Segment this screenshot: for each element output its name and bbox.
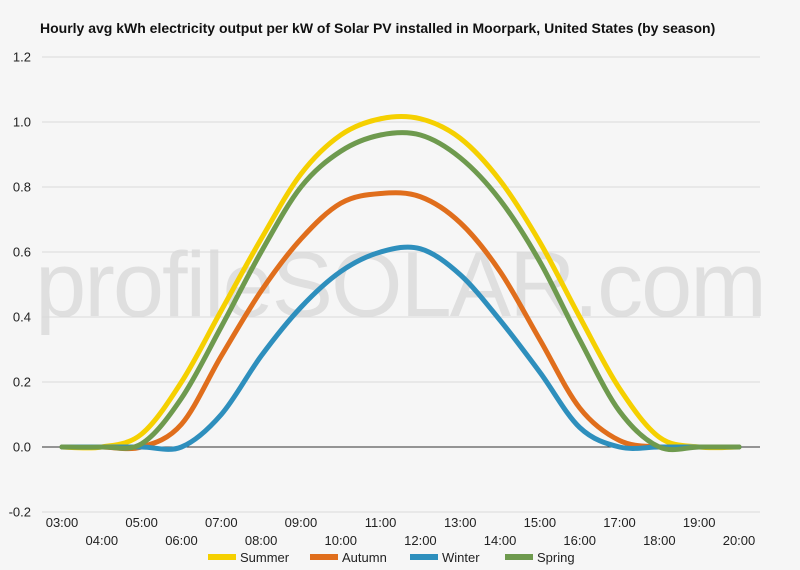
y-tick-label: 1.0 bbox=[13, 115, 31, 130]
x-tick-label: 18:00 bbox=[643, 533, 676, 548]
chart-title: Hourly avg kWh electricity output per kW… bbox=[40, 20, 715, 36]
legend[interactable]: Summer Autumn Winter Spring bbox=[208, 550, 575, 565]
legend-swatch bbox=[410, 554, 438, 560]
legend-item-autumn[interactable]: Autumn bbox=[310, 550, 387, 565]
x-tick-label: 20:00 bbox=[723, 533, 756, 548]
x-tick-label: 17:00 bbox=[603, 515, 636, 530]
x-tick-label: 08:00 bbox=[245, 533, 278, 548]
x-tick-label: 16:00 bbox=[563, 533, 596, 548]
y-tick-label: 0.8 bbox=[13, 180, 31, 195]
series-line-summer bbox=[59, 114, 742, 451]
x-axis: 03:00 04:00 05:00 06:00 07:00 08:00 09:00 10:00… bbox=[46, 515, 756, 548]
series-line-autumn bbox=[59, 190, 742, 452]
y-tick-label: 0.6 bbox=[13, 245, 31, 260]
watermark: profileSOLAR.com bbox=[35, 234, 765, 336]
x-tick-label: 06:00 bbox=[165, 533, 198, 548]
legend-label: Winter bbox=[442, 550, 480, 565]
legend-swatch bbox=[208, 554, 236, 560]
y-axis: -0.2 0.0 0.2 0.4 0.6 0.8 1.0 1.2 bbox=[9, 50, 31, 520]
legend-item-spring[interactable]: Spring bbox=[505, 550, 575, 565]
legend-label: Spring bbox=[537, 550, 575, 565]
y-tick-label: -0.2 bbox=[9, 505, 31, 520]
x-tick-label: 03:00 bbox=[46, 515, 79, 530]
x-tick-label: 09:00 bbox=[285, 515, 318, 530]
x-tick-label: 07:00 bbox=[205, 515, 238, 530]
x-tick-label: 14:00 bbox=[484, 533, 517, 548]
legend-item-summer[interactable]: Summer bbox=[208, 550, 290, 565]
y-tick-label: 1.2 bbox=[13, 50, 31, 65]
x-tick-label: 10:00 bbox=[324, 533, 357, 548]
legend-label: Autumn bbox=[342, 550, 387, 565]
legend-item-winter[interactable]: Winter bbox=[410, 550, 480, 565]
y-tick-label: 0.4 bbox=[13, 310, 31, 325]
x-tick-label: 12:00 bbox=[404, 533, 437, 548]
x-tick-label: 11:00 bbox=[365, 515, 397, 530]
x-tick-label: 04:00 bbox=[86, 533, 119, 548]
y-tick-label: 0.0 bbox=[13, 440, 31, 455]
legend-label: Summer bbox=[240, 550, 290, 565]
legend-swatch bbox=[505, 554, 533, 560]
x-tick-label: 13:00 bbox=[444, 515, 477, 530]
x-tick-label: 15:00 bbox=[524, 515, 557, 530]
x-tick-label: 05:00 bbox=[125, 515, 158, 530]
series-line-spring bbox=[59, 130, 742, 453]
y-tick-label: 0.2 bbox=[13, 375, 31, 390]
x-tick-label: 19:00 bbox=[683, 515, 716, 530]
series-lines bbox=[59, 114, 742, 453]
legend-swatch bbox=[310, 554, 338, 560]
series-line-winter bbox=[59, 244, 742, 452]
